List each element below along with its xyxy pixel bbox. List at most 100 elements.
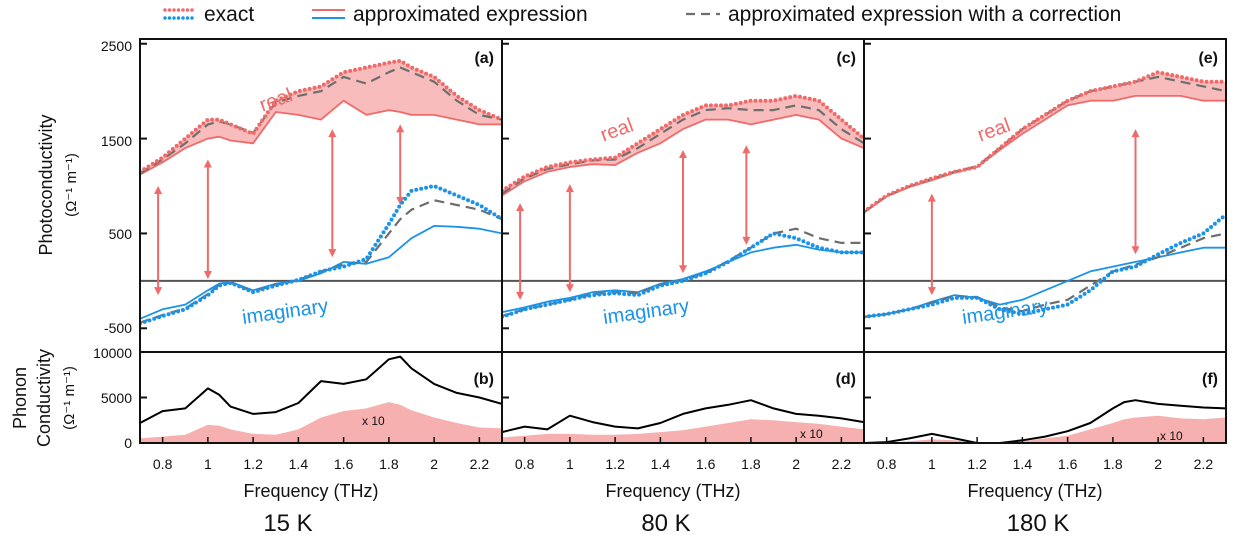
top-y-axis-unit: (Ω⁻¹ m⁻¹) [63,153,80,217]
phonon-line [502,399,864,434]
temperature-label: 180 K [1007,510,1070,537]
xtick-label: 1.2 [605,456,625,472]
imaginary-label: imaginary [241,295,330,329]
legend-item-corrected: approximated expression with a correctio… [686,3,1121,26]
arrow-head-bottom [396,196,405,205]
double-arrow-4 [396,124,405,205]
x-axis-label: Frequency (THz) [243,481,378,501]
panel-label-bottom: (d) [836,371,856,388]
bottom-y-axis-label-1: Phonon [10,367,30,429]
series-imaginary-solid [864,246,1226,318]
x10-annotation: x 10 [1160,429,1183,443]
imaginary-label: imaginary [602,295,691,329]
panel-plot-area [140,58,502,326]
panel-b: x 10 (b) 0.8 1 1.2 1.4 1.6 1.8 2 2.2 Frequency (TH… [139,351,503,537]
series-real-solid [502,114,864,197]
real-label: real [598,114,637,146]
double-arrow-4 [742,145,751,245]
double-arrow-2 [1131,129,1140,255]
xtick-label: 2.2 [470,456,490,472]
legend-label-approximated: approximated expression [353,3,588,26]
top-ytick-2500: 2500 [101,38,132,54]
bottom-y-axis-title: Phonon Conductivity (Ω⁻¹ m⁻¹) [10,349,78,447]
temperature-label: 80 K [641,510,690,537]
phonon-x10-fill [864,415,1226,443]
arrow-head-bottom [679,265,687,274]
panel-label-top: (a) [474,50,494,67]
double-arrow-2 [203,159,212,279]
panel-plot-area [864,70,1226,319]
arrow-head-top [396,124,405,133]
top-ytick-minus500: -500 [104,320,132,336]
double-arrow-1 [154,186,163,296]
xtick-label: 1.2 [967,456,987,472]
panel-label-top: (e) [1198,50,1218,67]
arrow-head-bottom [742,236,751,245]
series-real-dotted [864,70,1226,214]
series-real-dotted [502,93,864,193]
xtick-label: 1.2 [243,456,263,472]
xtick-label: 2 [430,456,438,472]
arrow-head-bottom [565,284,574,293]
series-real-dotted [140,58,502,174]
double-arrow-3 [679,149,687,274]
arrow-head-top [328,129,337,138]
xtick-label: 1.6 [334,456,354,472]
arrow-head-top [742,145,751,154]
xtick-label: 1.4 [651,456,671,472]
xtick-label: 2.2 [832,456,852,472]
series-imaginary-dotted [502,231,864,319]
arrow-head-bottom [203,270,212,279]
double-arrow-1 [516,203,525,300]
panel-plot-area [864,399,1226,443]
double-arrow-3 [328,129,337,258]
series-imaginary-dotted [140,184,502,326]
xtick-label: 0.8 [153,456,173,472]
bottom-ytick-5000: 5000 [101,390,132,406]
top-y-axis-title: Photoconductivity (Ω⁻¹ m⁻¹) [36,114,80,255]
top-ytick-1500: 1500 [101,133,132,149]
legend: exact approximated expression approximat… [163,3,1121,26]
xtick-label: 1.8 [741,456,761,472]
xtick-label: 1 [566,456,574,472]
series-imaginary-dotted [864,212,1226,319]
x-axis-label: Frequency (THz) [967,481,1102,501]
arrow-head-bottom [516,291,525,300]
legend-label-exact: exact [204,3,254,26]
real-fill-band [140,60,502,175]
xtick-label: 1.6 [1058,456,1078,472]
panel-label-bottom: (b) [474,371,494,388]
panel-c: real imaginary (c) [501,38,865,353]
xtick-label: 0.8 [515,456,535,472]
double-arrow-1 [927,193,936,296]
bottom-ytick-10000: 10000 [93,345,132,361]
arrow-head-bottom [1131,246,1140,255]
x10-annotation: x 10 [362,414,385,428]
phonon-line [864,399,1226,443]
arrow-head-bottom [154,287,163,296]
arrow-head-top [927,193,936,202]
imaginary-label: imaginary [961,295,1050,329]
xtick-label: 1.4 [1013,456,1033,472]
legend-item-exact: exact [163,3,254,26]
xtick-label: 2.2 [1194,456,1214,472]
xtick-label: 2 [1154,456,1162,472]
x-axis-label: Frequency (THz) [605,481,740,501]
arrow-head-top [1131,129,1140,138]
panel-plot-area [502,399,864,443]
top-y-axis-label: Photoconductivity [36,114,56,255]
legend-item-approximated: approximated expression [312,3,588,26]
bottom-y-ticks: 10000 5000 0 [93,345,132,451]
panel-plot-area [140,355,502,443]
panel-label-bottom: (f) [1202,371,1218,388]
phonon-line [140,355,502,424]
phonon-x10-fill [502,419,864,443]
bottom-ytick-0: 0 [124,435,132,451]
x10-annotation: x 10 [800,427,823,441]
chart-panels: real imaginary (a) x 10 (b) 0.8 1 1.2 1.4 1.6 1.8 2… [139,38,1227,537]
xtick-label: 2 [792,456,800,472]
arrow-head-top [516,203,525,212]
